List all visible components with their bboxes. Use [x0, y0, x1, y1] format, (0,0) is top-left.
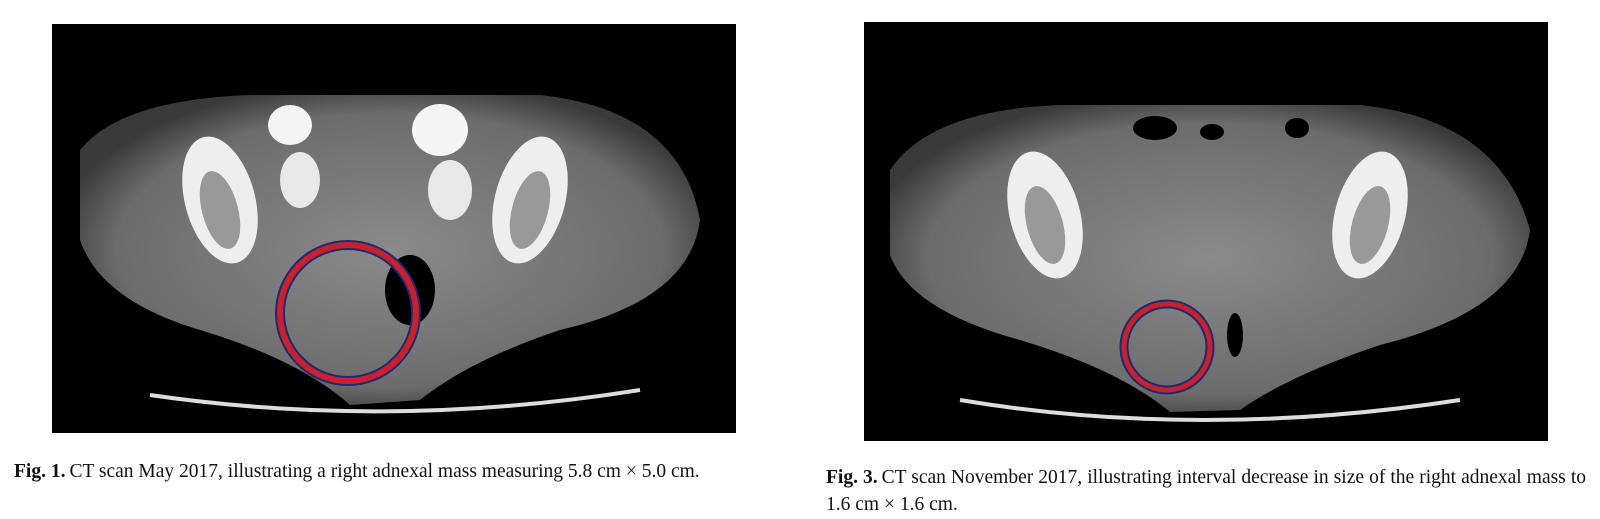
- ct-image-3: [864, 22, 1548, 441]
- figure-caption: Fig. 3. CT scan November 2017, illustrati…: [826, 464, 1586, 518]
- ct-image-1: [52, 24, 736, 433]
- figures: [52, 22, 1548, 441]
- figure-label: Fig. 1.: [14, 461, 66, 482]
- figure-caption: Fig. 1. CT scan May 2017, illustrating a …: [14, 458, 772, 485]
- caption-text: CT scan November 2017, illustrating inte…: [826, 467, 1586, 515]
- caption-text: CT scan May 2017, illustrating a right a…: [69, 461, 700, 482]
- figure-label: Fig. 3.: [826, 467, 878, 488]
